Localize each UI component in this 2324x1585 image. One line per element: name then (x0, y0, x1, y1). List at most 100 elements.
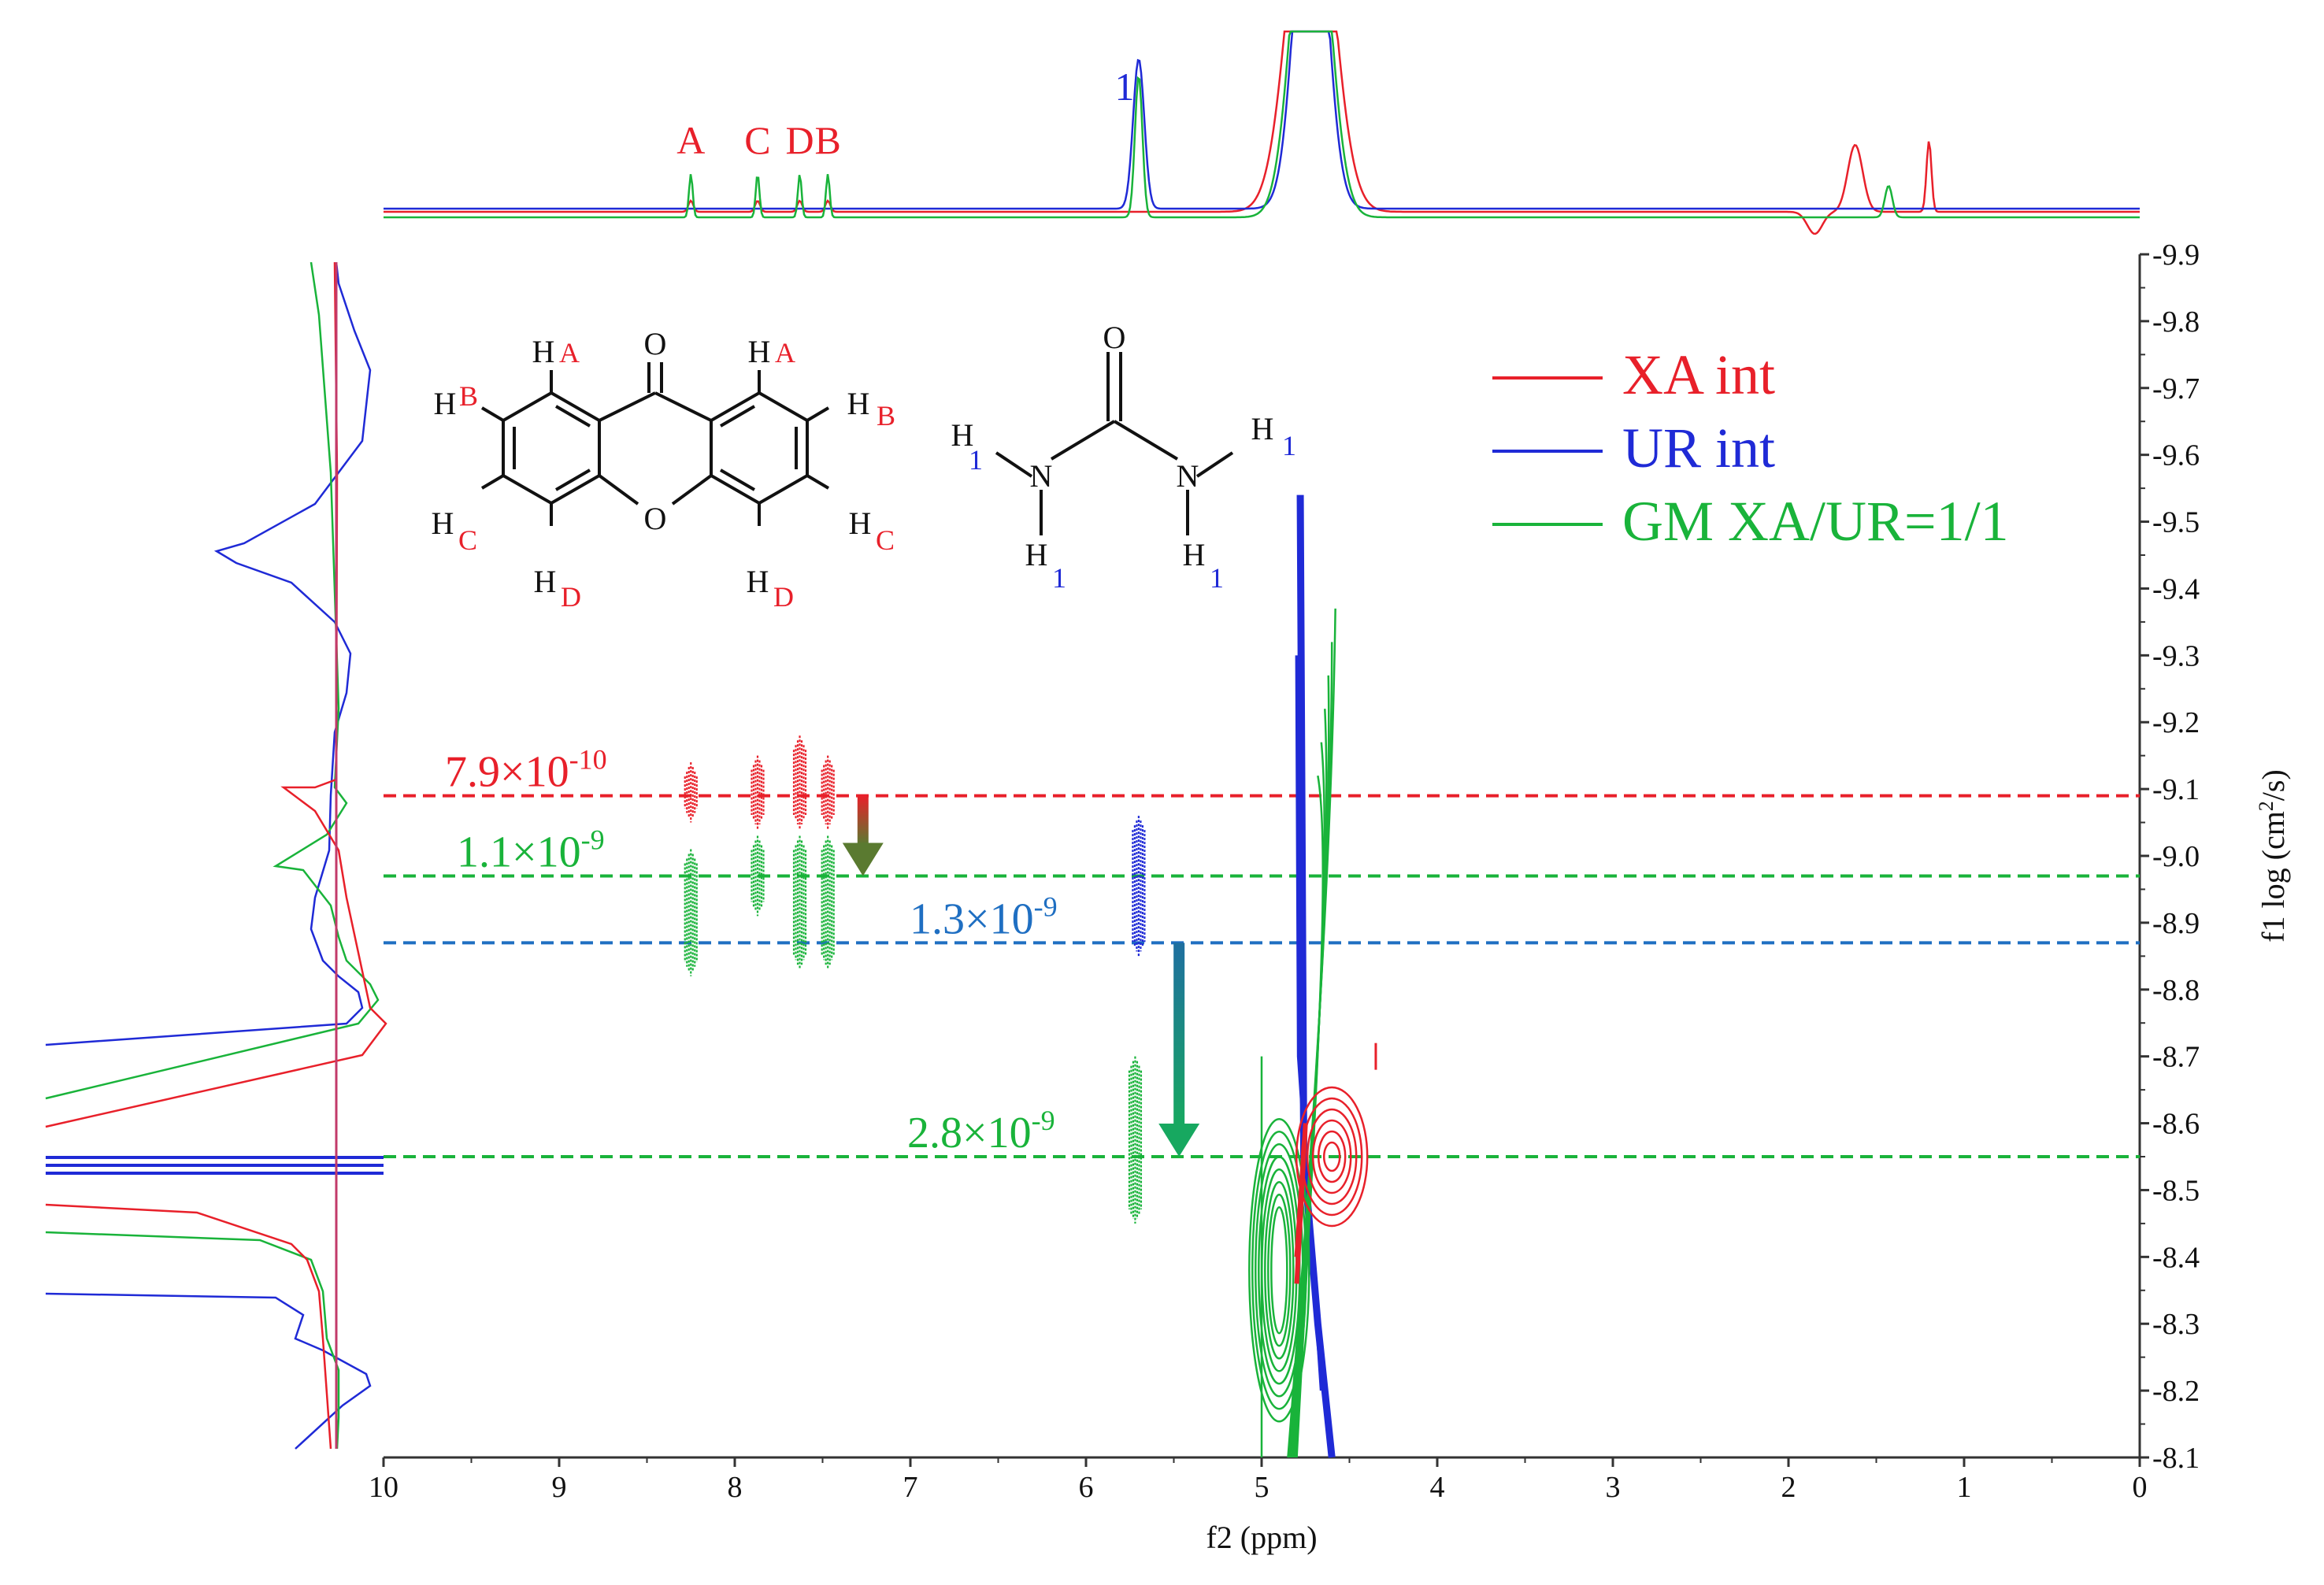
xanthone-h-label: A (775, 337, 795, 368)
urea-h: H (1025, 537, 1048, 572)
x-tick-label: 10 (369, 1471, 398, 1504)
x-tick-label: 9 (552, 1471, 567, 1504)
legend: XA int UR int GM XA/UR=1/1 (1492, 343, 2009, 553)
y-tick-label: -8.4 (2152, 1241, 2200, 1274)
undefined (45, 261, 387, 1128)
y-tick-label: -9.8 (2152, 306, 2200, 339)
xanthone-h: H (849, 505, 872, 541)
top-trace-ur (384, 30, 2140, 210)
shift-arrows (842, 795, 1200, 1157)
cross-peak (792, 735, 807, 830)
urea-h-index: 1 (1282, 430, 1296, 461)
xanthone-h: H (434, 386, 457, 421)
undefined (45, 261, 372, 1046)
xanthone-carbonyl-o: O (644, 326, 667, 361)
y-tick-label: -8.9 (2152, 907, 2200, 940)
urea-h: H (951, 417, 974, 453)
x-tick-label: 2 (1781, 1471, 1796, 1504)
y-tick-label: -9.0 (2152, 840, 2200, 873)
peak-label: C (744, 118, 770, 162)
y-tick-label: -9.4 (2152, 572, 2200, 605)
peak-label: 1 (1115, 65, 1135, 109)
y-tick-label: -9.7 (2152, 372, 2200, 406)
y-tick-label: -9.5 (2152, 506, 2200, 539)
undefined (45, 261, 380, 1100)
urea-h-index: 1 (1052, 562, 1066, 594)
xanthone-ring-o: O (644, 501, 667, 536)
y-tick-label: -9.2 (2152, 706, 2200, 739)
shift-arrow-head (842, 842, 884, 876)
urea-n: N (1177, 458, 1199, 494)
cross-peak (684, 762, 698, 823)
y-tick-label: -8.1 (2152, 1442, 2200, 1475)
cross-peak (751, 835, 765, 917)
xanthone-h-label: D (773, 581, 794, 613)
xanthone-h: H (532, 334, 555, 369)
x-tick-label: 8 (728, 1471, 743, 1504)
top-trace-gm (384, 30, 2140, 219)
top-1d-spectrum (384, 30, 2140, 235)
y-axis-label: f1 log (cm2/s) (2255, 769, 2291, 942)
y-ticks: -9.9 -9.8 -9.7 -9.6 -9.5 -9.4 -9.3 -9.2 -9.1 -9.0… (2140, 239, 2200, 1475)
diffusion-coefficient-label: 7.9×10-10 (445, 744, 607, 797)
y-tick-label: -8.6 (2152, 1108, 2200, 1141)
x-tick-label: 7 (903, 1471, 918, 1504)
x-tick-label: 1 (1957, 1471, 1972, 1504)
legend-label-xa: XA int (1622, 343, 1775, 406)
peak-label: B (815, 118, 841, 162)
urea-h: H (1183, 537, 1206, 572)
undefined (45, 1203, 332, 1450)
shift-arrow-shaft (1173, 942, 1185, 1125)
water-contour-blue (1295, 655, 1323, 1391)
urea-h-index: 1 (969, 444, 983, 476)
diffusion-coefficient-label: 2.8×10-9 (907, 1105, 1055, 1157)
axes: 10 9 8 7 6 5 4 3 2 1 0 -9.9-9.8-9.7-9.6-9.5-9.4-9.… (369, 239, 2291, 1555)
peak-label: D (785, 118, 814, 162)
y-tick-label: -9.3 (2152, 639, 2200, 672)
cross-peak (684, 849, 698, 976)
y-tick-label: -8.7 (2152, 1041, 2200, 1074)
xanthone-h: H (534, 564, 557, 599)
cross-peak (1132, 816, 1146, 957)
y-tick-label: -8.5 (2152, 1174, 2200, 1207)
urea-n: N (1030, 458, 1053, 494)
xanthone-h-label: C (458, 524, 477, 556)
xanthone-h-label: C (876, 524, 895, 556)
legend-label-gm: GM XA/UR=1/1 (1622, 490, 2009, 553)
y-tick-label: -9.1 (2152, 773, 2200, 806)
cross-peak (1128, 1056, 1143, 1224)
top-trace-xa (384, 30, 2140, 235)
x-tick-label: 4 (1430, 1471, 1445, 1504)
urea-structure: O N N H 1 H 1 H 1 H 1 (951, 320, 1296, 594)
shift-arrow-head (1158, 1124, 1200, 1157)
y-tick-label: -8.8 (2152, 974, 2200, 1007)
peak-labels: A C D B 1 (676, 65, 1134, 162)
xanthone-h-label: D (561, 581, 581, 613)
x-tick-label: 6 (1079, 1471, 1094, 1504)
water-contour-green (1248, 608, 1336, 1458)
xanthone-h: H (432, 505, 454, 541)
urea-o: O (1103, 320, 1126, 355)
cross-peak (821, 755, 835, 830)
undefined (45, 1231, 340, 1450)
y-tick-label: -9.9 (2152, 239, 2200, 272)
legend-label-ur: UR int (1622, 417, 1775, 480)
cross-peaks (684, 735, 1146, 1224)
xanthone-h: H (747, 564, 769, 599)
xanthone-h: H (847, 386, 870, 421)
solvent-contours (1248, 494, 1377, 1458)
x-ticks: 10 9 8 7 6 5 4 3 2 1 0 (369, 1457, 2148, 1504)
xanthone-structure: O O H A H A H B H B H C H C H D H D (432, 326, 895, 613)
peak-label: A (676, 118, 705, 162)
diffusion-coefficient-label: 1.1×10-9 (457, 824, 605, 876)
cross-peak (792, 835, 807, 970)
x-tick-label: 5 (1255, 1471, 1269, 1504)
diffusion-coefficient-label: 1.3×10-9 (910, 891, 1058, 943)
cross-peak (751, 755, 765, 830)
xanthone-h-label: B (877, 400, 895, 431)
y-tick-label: -8.3 (2152, 1308, 2200, 1341)
cross-peak (821, 835, 835, 970)
urea-h-index: 1 (1210, 562, 1224, 594)
water-contour-red (1294, 1042, 1377, 1284)
